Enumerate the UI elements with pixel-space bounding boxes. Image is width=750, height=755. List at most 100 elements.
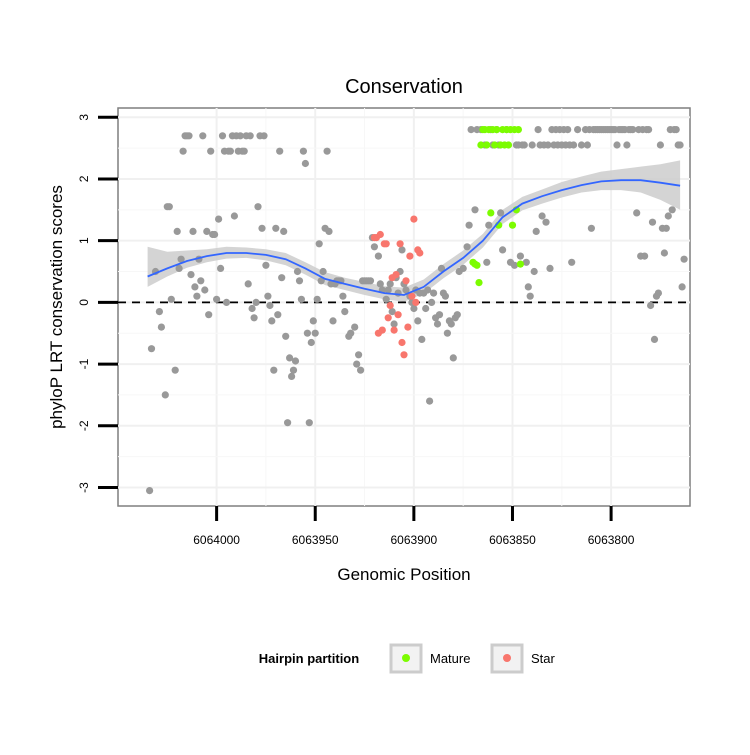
other-point	[222, 298, 231, 306]
other-point	[534, 126, 542, 134]
other-point	[201, 286, 209, 294]
other-point	[613, 141, 621, 149]
other-point	[309, 317, 317, 325]
other-point	[428, 298, 436, 306]
other-point	[175, 264, 183, 272]
other-point	[341, 308, 349, 316]
other-point	[230, 212, 238, 220]
other-point	[414, 317, 422, 325]
other-point	[167, 295, 175, 303]
other-point	[510, 261, 519, 269]
other-point	[173, 227, 181, 235]
star-point	[410, 215, 418, 223]
other-point	[199, 132, 207, 140]
star-point	[398, 338, 406, 347]
other-point	[193, 292, 201, 300]
other-point	[268, 317, 276, 325]
other-point	[215, 215, 223, 223]
other-point	[313, 295, 321, 303]
y-tick-label: 2	[77, 175, 91, 182]
other-point	[291, 357, 300, 365]
mature-point	[504, 141, 513, 149]
x-tick-label: 6064000	[193, 533, 240, 547]
star-point	[384, 314, 392, 322]
other-point	[530, 267, 538, 276]
other-point	[676, 141, 684, 149]
mature-point	[477, 141, 485, 149]
other-point	[299, 147, 307, 155]
other-point	[355, 351, 363, 359]
other-point	[207, 147, 215, 155]
other-point	[654, 289, 663, 297]
other-point	[305, 419, 313, 427]
other-point	[388, 308, 396, 316]
other-point	[374, 252, 382, 260]
other-point	[191, 283, 199, 291]
other-point	[272, 224, 280, 232]
other-point	[528, 141, 536, 149]
other-point	[187, 271, 195, 279]
other-point	[437, 264, 446, 272]
other-point	[435, 311, 444, 319]
star-point	[386, 301, 394, 310]
other-point	[648, 218, 657, 226]
other-point	[577, 141, 586, 149]
other-point	[357, 366, 365, 374]
confidence-band	[147, 160, 681, 302]
smooth-fit-line	[147, 179, 681, 296]
axes: 6064000 6063950 6063900 6063850 6063800 -3 -2 -…	[77, 114, 635, 547]
plot-panel	[117, 107, 691, 507]
other-point	[447, 320, 455, 328]
other-point	[526, 292, 534, 300]
other-point	[278, 274, 286, 282]
confidence-band-area	[147, 160, 681, 302]
other-point	[522, 258, 530, 266]
other-point	[254, 203, 262, 211]
legend-label-star: Star	[531, 651, 556, 666]
other-point	[351, 323, 359, 331]
star-point	[400, 351, 408, 359]
other-point	[217, 264, 225, 272]
other-point	[376, 280, 384, 288]
other-point	[467, 126, 475, 134]
other-point	[226, 147, 234, 155]
mature-point	[483, 141, 491, 149]
other-point	[465, 221, 473, 229]
other-point	[266, 301, 274, 310]
other-point	[564, 126, 572, 134]
other-point	[443, 329, 451, 337]
other-point	[146, 487, 154, 495]
star-point	[394, 311, 402, 319]
other-point	[433, 320, 442, 328]
other-point	[672, 126, 680, 134]
other-point	[587, 224, 596, 232]
other-point	[213, 295, 221, 303]
other-point	[205, 311, 213, 319]
other-point	[382, 295, 390, 303]
other-point	[453, 311, 461, 319]
other-point	[633, 209, 641, 217]
mature-point	[516, 260, 525, 268]
other-point	[177, 255, 185, 263]
other-point	[568, 258, 576, 266]
other-point	[471, 206, 479, 214]
other-point	[339, 292, 347, 300]
other-point	[240, 147, 248, 155]
other-point	[179, 147, 187, 155]
star-point	[396, 240, 404, 248]
other-point	[189, 227, 197, 235]
other-point	[499, 246, 507, 254]
other-point	[366, 277, 375, 285]
star-point	[392, 271, 400, 279]
other-point	[295, 277, 304, 285]
smooth-line	[147, 179, 681, 296]
other-point	[293, 267, 302, 276]
other-point	[418, 335, 426, 343]
other-point	[544, 141, 552, 149]
other-point	[236, 132, 244, 140]
other-point	[155, 308, 163, 316]
x-tick-label: 6063850	[489, 533, 536, 547]
other-point	[297, 295, 305, 303]
